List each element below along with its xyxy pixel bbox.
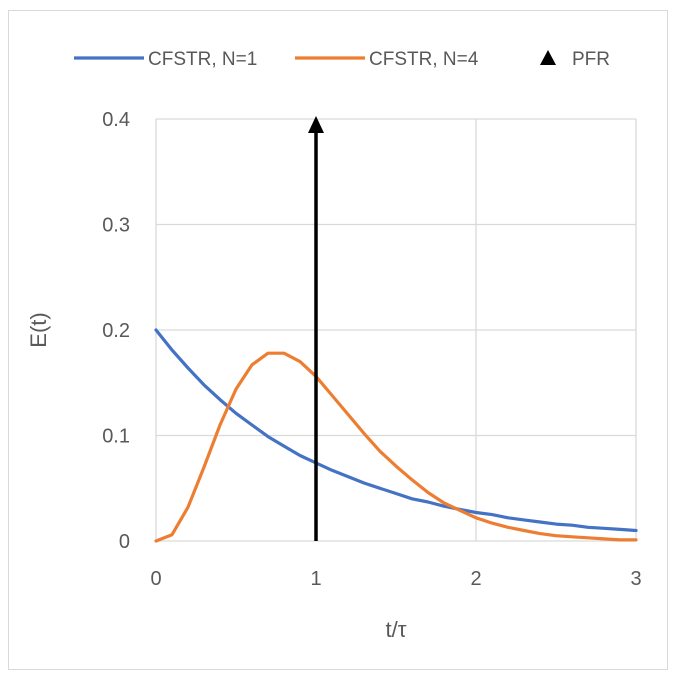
y-tick-label: 0.2 bbox=[102, 320, 130, 342]
x-tick-label: 0 bbox=[150, 568, 161, 590]
pfr-arrow-head bbox=[308, 116, 324, 133]
legend-item-cfstr-n4-label: CFSTR, N=4 bbox=[369, 49, 479, 70]
x-tick-label: 3 bbox=[630, 568, 641, 590]
y-tick-label: 0 bbox=[119, 531, 130, 553]
series-line-1 bbox=[154, 328, 638, 533]
chart-frame: 0 0.1 0.2 0.3 0.4 0 1 2 3 t/τ E(t) CFSTR, N=1 CFSTR,… bbox=[8, 10, 668, 670]
y-tick-label: 0.1 bbox=[102, 426, 130, 448]
chart-svg: 0 0.1 0.2 0.3 0.4 0 1 2 3 t/τ E(t) CFSTR, N=1 CFSTR,… bbox=[26, 49, 642, 642]
legend-item-pfr-label: PFR bbox=[572, 49, 610, 70]
x-axis-title: t/τ bbox=[386, 617, 407, 642]
x-tick-label: 1 bbox=[310, 568, 321, 590]
y-axis-title: E(t) bbox=[26, 312, 51, 347]
x-tick-label: 2 bbox=[470, 568, 481, 590]
series-line-2 bbox=[154, 351, 638, 543]
y-tick-label: 0.3 bbox=[102, 215, 130, 237]
legend-item-cfstr-n1-label: CFSTR, N=1 bbox=[148, 49, 257, 70]
legend-item-pfr-swatch bbox=[540, 50, 556, 65]
y-tick-label: 0.4 bbox=[102, 109, 130, 131]
